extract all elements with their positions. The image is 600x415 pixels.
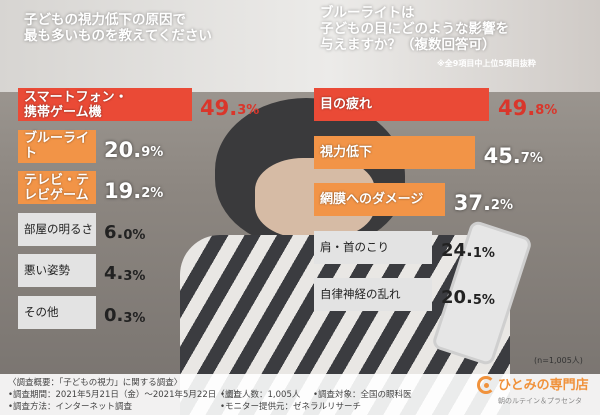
bar-category-label: 視力低下 — [320, 144, 373, 160]
survey-respondents: •調査人数：1,005人 — [220, 390, 301, 400]
bar-value-integer: 24. — [441, 239, 473, 261]
survey-period: •調査期間：2021年5月21日（金）〜2021年5月22日（土） — [8, 390, 242, 400]
bar-value-integer: 0. — [104, 304, 124, 326]
bar-category-label: スマートフォン・ 携帯ゲーム機 — [24, 89, 128, 120]
bar-value-integer: 49. — [498, 96, 536, 120]
bar-category-label: その他 — [24, 304, 59, 319]
bar-value-decimal: 3% — [237, 103, 260, 118]
bar-right-5: 自律神経の乱れ — [314, 278, 432, 311]
logo-eye-icon — [477, 376, 495, 394]
right-chart-note: ※全9項目中上位5項目抜粋 — [437, 59, 536, 68]
bar-value-decimal: 3% — [123, 310, 146, 326]
bar-category-label: ブルーライト — [24, 131, 90, 161]
bar-value-decimal: 3% — [123, 269, 146, 284]
logo-name: ひとみの専門店 — [498, 378, 589, 393]
bar-category-label: 肩・首のこり — [320, 239, 389, 254]
bar-left-6: その他 — [18, 295, 96, 329]
bar-right-2: 視力低下 — [314, 135, 475, 169]
bar-value-label: 49. 8% — [498, 88, 557, 121]
survey-method: •調査方法：インターネット調査 — [8, 402, 133, 412]
bar-left-1: スマートフォン・ 携帯ゲーム機 — [18, 88, 192, 121]
bar-value-decimal: 0% — [123, 227, 146, 243]
bar-value-label: 37. 2% — [454, 183, 513, 216]
bar-value-label: 24. 1% — [441, 231, 495, 264]
bar-value-decimal: 5% — [472, 293, 495, 308]
survey-monitor: •モニター提供元：ゼネラルリサーチ — [220, 402, 362, 412]
bar-left-4: 部屋の明るさ — [18, 212, 96, 246]
bar-right-1: 目の疲れ — [314, 88, 489, 121]
bar-value-label: 20. 9% — [104, 130, 163, 163]
bar-value-label: 45. 7% — [484, 136, 543, 169]
logo-tagline: 朝のルテイン＆プラセンタ — [498, 397, 582, 405]
background-window — [0, 0, 600, 92]
bar-category-label: 悪い姿勢 — [24, 263, 70, 277]
bar-category-label: テレビ・テレビゲーム — [24, 172, 90, 203]
bar-value-integer: 37. — [453, 191, 491, 215]
bar-value-integer: 20. — [441, 287, 473, 308]
bar-category-label: 部屋の明るさ — [24, 221, 93, 236]
bar-value-integer: 45. — [483, 143, 521, 168]
bar-value-integer: 20. — [104, 137, 142, 162]
bar-value-decimal: 8% — [535, 103, 558, 118]
bar-category-label: 自律神経の乱れ — [320, 287, 401, 301]
bar-value-integer: 4. — [104, 263, 124, 284]
bar-value-decimal: 2% — [490, 198, 513, 213]
bar-value-label: 19. 2% — [104, 171, 163, 204]
bar-value-decimal: 7% — [520, 150, 543, 166]
bar-left-2: ブルーライト — [18, 129, 96, 163]
bar-value-integer: 19. — [104, 179, 142, 203]
bar-value-label: 0. 3% — [104, 296, 145, 329]
bar-value-label: 49. 3% — [200, 88, 259, 121]
bar-left-3: テレビ・テレビゲーム — [18, 171, 96, 204]
bar-category-label: 目の疲れ — [320, 97, 373, 112]
bar-value-integer: 6. — [104, 221, 124, 243]
survey-footer: 〈調査概要：「子どもの視力」に関する調査〉 •調査期間：2021年5月21日（金… — [0, 374, 600, 415]
bar-value-label: 6. 0% — [104, 213, 145, 246]
left-question-title: 子どもの視力低下の原因で 最も多いものを教えてください — [24, 12, 212, 44]
bar-left-5: 悪い姿勢 — [18, 254, 96, 287]
sample-size-label: (n=1,005人) — [534, 356, 583, 365]
bar-category-label: 網膜へのダメージ — [320, 192, 424, 207]
bar-value-decimal: 9% — [141, 144, 164, 160]
logo-pupil-icon — [484, 383, 489, 388]
right-question-title: ブルーライトは 子どもの目にどのような影響を 与えますか？（複数回答可） — [320, 5, 509, 53]
bar-right-4: 肩・首のこり — [314, 230, 432, 264]
bar-value-decimal: 1% — [472, 245, 495, 261]
bar-value-label: 4. 3% — [104, 254, 145, 287]
bar-value-label: 20. 5% — [441, 278, 495, 311]
bar-value-integer: 49. — [200, 96, 238, 120]
survey-target: •調査対象：全国の眼科医 — [313, 390, 412, 400]
bar-right-3: 網膜へのダメージ — [314, 183, 445, 216]
survey-title: 〈調査概要：「子どもの視力」に関する調査〉 — [8, 378, 183, 388]
bar-value-decimal: 2% — [141, 186, 164, 201]
